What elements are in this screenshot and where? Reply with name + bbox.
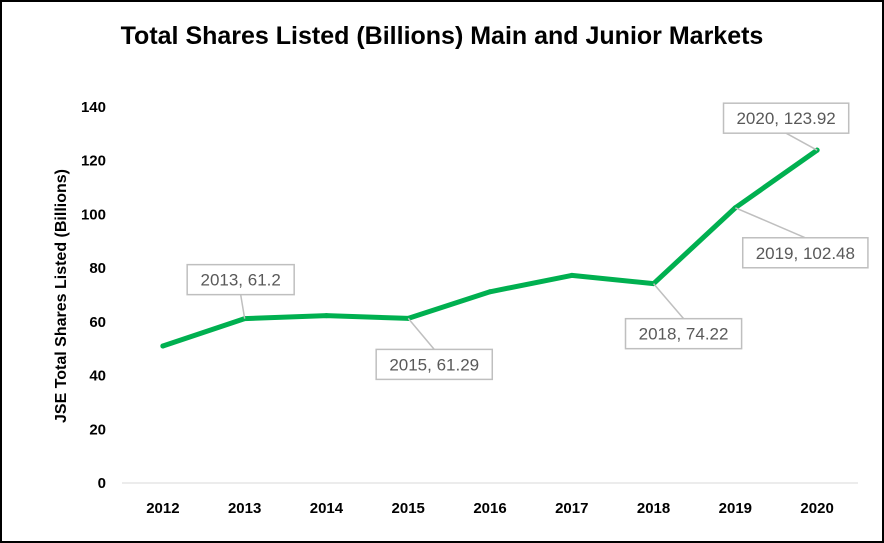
x-tick-label: 2018 — [637, 500, 670, 517]
y-axis-ticks: 0 20 40 60 80 100 120 140 — [81, 99, 106, 492]
x-tick-label: 2016 — [473, 500, 506, 517]
data-point — [569, 272, 575, 278]
data-callout: 2018, 74.22 — [624, 283, 743, 350]
data-label: 2013, 61.2 — [200, 271, 280, 290]
callout-box — [186, 263, 295, 296]
y-tick-label: 60 — [89, 314, 106, 331]
x-tick-label: 2014 — [310, 500, 344, 517]
callout-box — [624, 317, 743, 350]
x-tick-label: 2013 — [228, 500, 261, 517]
data-point — [487, 289, 493, 295]
data-callout: 2019, 102.48 — [735, 207, 869, 269]
callout-box — [741, 237, 869, 269]
data-label: 2015, 61.29 — [389, 355, 479, 374]
y-tick-label: 80 — [89, 260, 106, 277]
series-line — [160, 147, 820, 349]
callout-leader-line — [407, 317, 435, 350]
callout-leader-line — [239, 294, 246, 319]
y-tick-label: 100 — [81, 206, 106, 223]
y-tick-label: 140 — [81, 99, 106, 116]
callout-leader-line — [735, 207, 806, 239]
callout-box — [375, 348, 494, 381]
data-point — [323, 313, 329, 319]
data-label: 2018, 74.22 — [639, 325, 729, 344]
chart-title: Total Shares Listed (Billions) Main and … — [120, 22, 764, 50]
callout-box — [722, 102, 850, 134]
data-callout: 2020, 123.92 — [722, 102, 850, 151]
x-tick-label: 2020 — [800, 500, 833, 517]
data-label: 2020, 123.92 — [736, 109, 835, 128]
x-tick-label: 2015 — [392, 500, 425, 517]
y-axis-label: JSE Total Shares Listed (Billions) — [53, 169, 70, 423]
y-axis-label-group: JSE Total Shares Listed (Billions) — [53, 169, 70, 423]
x-tick-label: 2017 — [555, 500, 588, 517]
x-axis-ticks: 2012 2013 2014 2015 2016 2017 2018 2019 2020 — [146, 500, 834, 517]
y-tick-label: 0 — [98, 475, 106, 492]
callout-leader-line — [785, 132, 818, 151]
data-point — [160, 343, 166, 349]
y-tick-label: 20 — [89, 421, 106, 438]
y-tick-label: 120 — [81, 153, 106, 170]
x-tick-label: 2012 — [146, 500, 179, 517]
data-label: 2019, 102.48 — [756, 244, 855, 263]
data-callout: 2015, 61.29 — [375, 317, 494, 381]
x-tick-label: 2019 — [719, 500, 752, 517]
y-tick-label: 40 — [89, 368, 106, 385]
data-callout: 2013, 61.2 — [186, 263, 295, 319]
data-callouts: 2013, 61.2 2015, 61.29 2018, 74.22 2019, 10… — [186, 102, 869, 381]
callout-leader-line — [652, 283, 685, 320]
